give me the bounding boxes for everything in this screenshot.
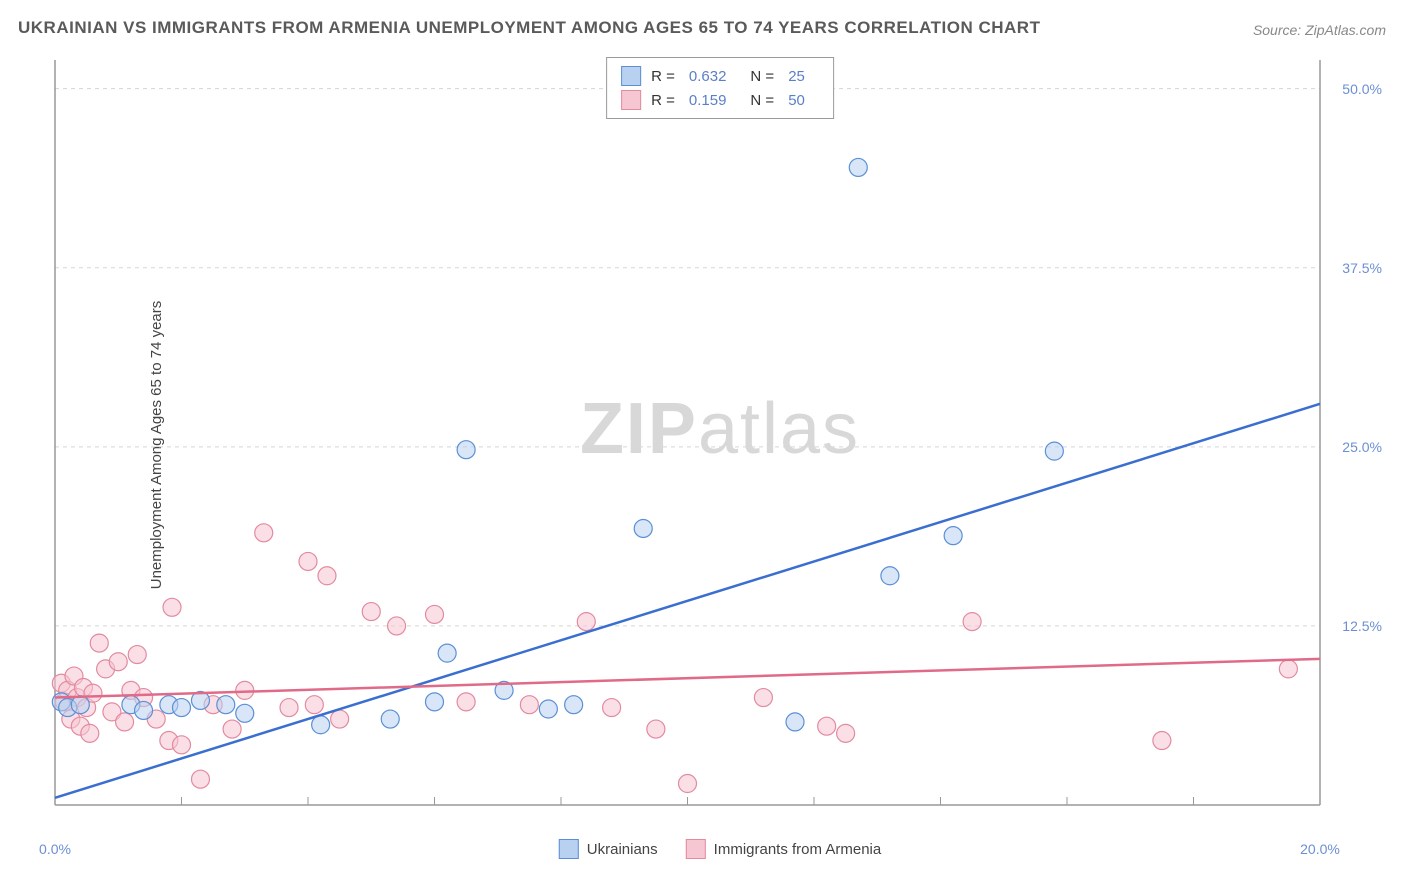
y-tick-label: 12.5% — [1342, 618, 1382, 634]
x-tick-label: 20.0% — [1300, 841, 1340, 857]
legend-r-value: 0.159 — [689, 92, 727, 109]
legend-item-ukrainians: Ukrainians — [559, 839, 658, 859]
legend-n-label: N = — [750, 68, 774, 85]
x-tick-label: 0.0% — [39, 841, 71, 857]
y-tick-label: 25.0% — [1342, 439, 1382, 455]
legend-n-label: N = — [750, 92, 774, 109]
y-tick-label: 50.0% — [1342, 81, 1382, 97]
chart-title: UKRAINIAN VS IMMIGRANTS FROM ARMENIA UNE… — [18, 18, 1040, 38]
legend-swatch-armenia — [621, 90, 641, 110]
chart-area: Unemployment Among Ages 65 to 74 years Z… — [50, 55, 1390, 835]
legend-r-label: R = — [651, 68, 675, 85]
legend-r-value: 0.632 — [689, 68, 727, 85]
legend-label: Immigrants from Armenia — [714, 841, 882, 858]
legend-item-armenia: Immigrants from Armenia — [686, 839, 882, 859]
legend-row: R = 0.632 N = 25 — [621, 64, 819, 88]
y-tick-label: 37.5% — [1342, 260, 1382, 276]
scatter-plot — [50, 55, 1390, 835]
legend-r-label: R = — [651, 92, 675, 109]
legend-swatch-ukrainians — [559, 839, 579, 859]
legend-label: Ukrainians — [587, 841, 658, 858]
legend-row: R = 0.159 N = 50 — [621, 88, 819, 112]
series-legend: Ukrainians Immigrants from Armenia — [559, 839, 881, 859]
legend-n-value: 50 — [788, 92, 805, 109]
legend-swatch-armenia — [686, 839, 706, 859]
legend-n-value: 25 — [788, 68, 805, 85]
source-attribution: Source: ZipAtlas.com — [1253, 22, 1386, 38]
legend-swatch-ukrainians — [621, 66, 641, 86]
correlation-legend: R = 0.632 N = 25 R = 0.159 N = 50 — [606, 57, 834, 119]
